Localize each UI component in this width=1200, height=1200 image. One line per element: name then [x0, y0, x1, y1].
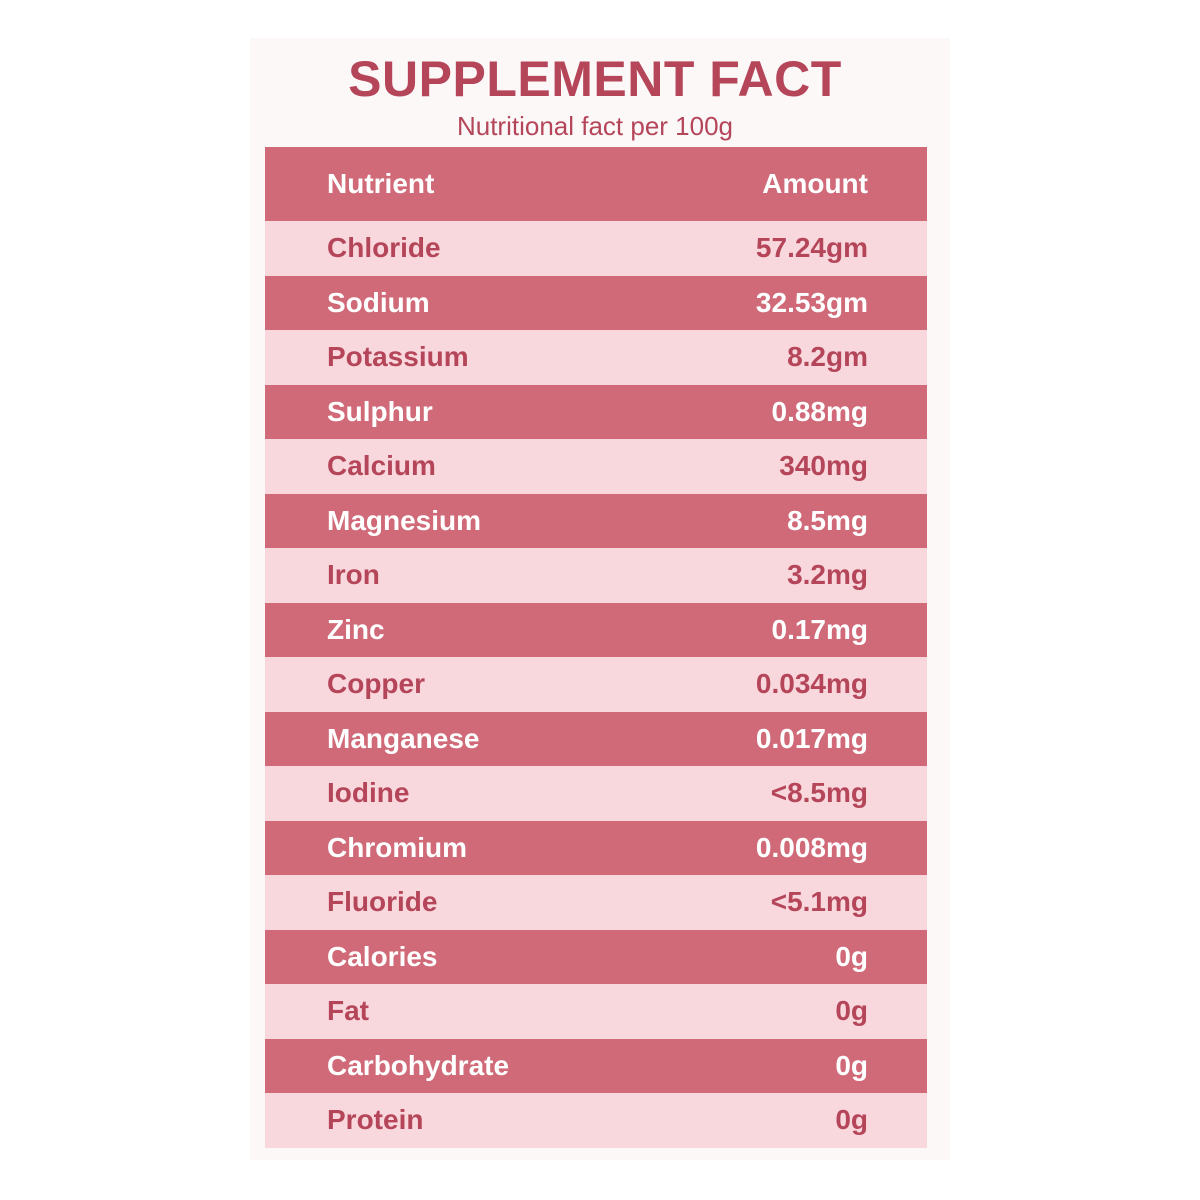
amount: 0.17mg [771, 613, 869, 645]
amount: 8.2gm [787, 341, 868, 373]
amount: 340mg [779, 450, 868, 482]
nutrient: Iodine [327, 777, 410, 809]
table-row: Sodium 32.53gm [265, 275, 927, 330]
nutrient: Potassium [327, 341, 469, 373]
nutrient: Sodium [327, 286, 430, 318]
table-row: Magnesium 8.5mg [265, 493, 927, 548]
nutrient: Calcium [327, 450, 436, 482]
table-row: Zinc 0.17mg [265, 602, 927, 657]
amount: 0.008mg [755, 831, 868, 863]
nutrient: Zinc [327, 613, 385, 645]
amount: 0.017mg [755, 722, 868, 754]
amount: 0g [835, 940, 868, 972]
subtitle: Nutritional fact per 100g [456, 111, 734, 141]
table-row: Manganese 0.017mg [265, 711, 927, 766]
amount: 0g [835, 1104, 868, 1136]
nutrient: Fluoride [327, 886, 438, 918]
amount: <5.1mg [770, 886, 868, 918]
nutrient: Chromium [327, 831, 467, 863]
amount: 0.88mg [771, 395, 869, 427]
table: Nutrient Amount Chloride 57.24gm Sodium 32.… [265, 147, 927, 1148]
nutrient: Fat [327, 995, 369, 1027]
nutrient: Sulphur [327, 395, 433, 427]
table-row: Calories 0g [265, 929, 927, 984]
nutrient: Carbohydrate [327, 1049, 510, 1081]
nutrient: Magnesium [327, 504, 482, 536]
title: SUPPLEMENT FACT [348, 51, 842, 107]
amount: 57.24gm [755, 232, 868, 264]
amount: 32.53gm [755, 286, 868, 318]
nutrient: Calories [327, 940, 438, 972]
table-row: Protein 0g [265, 1093, 927, 1148]
table-row: Sulphur 0.88mg [265, 384, 927, 439]
table-row: Fat 0g [265, 984, 927, 1039]
amount: 8.5mg [787, 504, 868, 536]
column-header: Nutrient [327, 168, 435, 199]
amount: 0g [835, 995, 868, 1027]
table-row: Chloride 57.24gm [265, 221, 927, 276]
nutrient: Manganese [327, 722, 480, 754]
table-row: Potassium 8.2gm [265, 330, 927, 385]
table-row: Fluoride <5.1mg [265, 875, 927, 930]
table-row: Copper 0.034mg [265, 657, 927, 712]
table-row: Carbohydrate 0g [265, 1038, 927, 1093]
column-header: Amount [762, 168, 868, 199]
nutrient: Iron [327, 559, 380, 591]
nutrient: Chloride [327, 232, 441, 264]
header-row: Nutrient Amount [265, 147, 927, 221]
table-row: Chromium 0.008mg [265, 820, 927, 875]
nutrient: Copper [327, 668, 425, 700]
amount: 0g [835, 1049, 868, 1081]
table-row: Iodine <8.5mg [265, 766, 927, 821]
amount: <8.5mg [770, 777, 868, 809]
table-row: Iron 3.2mg [265, 548, 927, 603]
table-row: Calcium 340mg [265, 439, 927, 494]
nutrient: Protein [327, 1104, 424, 1136]
amount: 3.2mg [787, 559, 868, 591]
amount: 0.034mg [755, 668, 868, 700]
